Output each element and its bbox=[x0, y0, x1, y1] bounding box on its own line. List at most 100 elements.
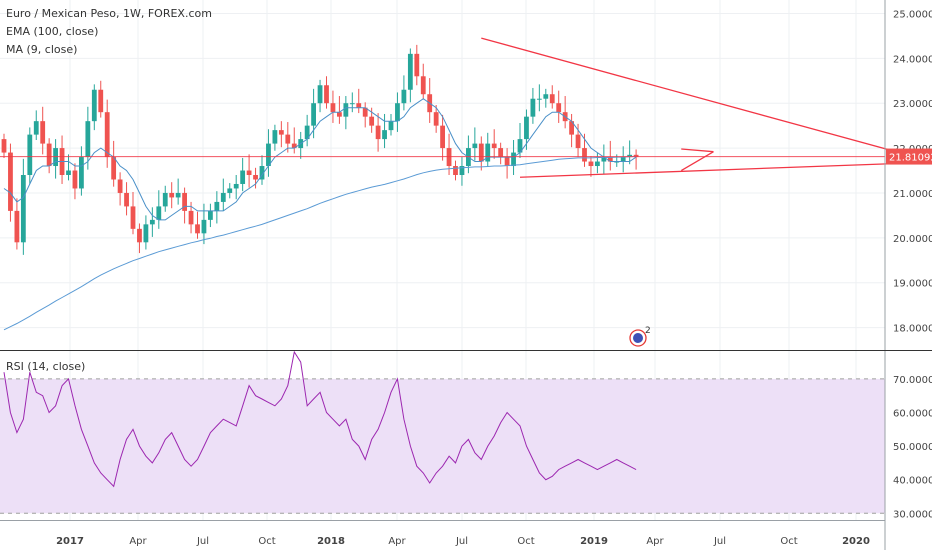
x-tick-label: Oct bbox=[517, 536, 534, 547]
candle-body bbox=[98, 89, 104, 113]
candle-body bbox=[266, 143, 271, 167]
candle-body bbox=[104, 112, 110, 158]
candle-body bbox=[169, 192, 175, 198]
candle-body bbox=[601, 157, 607, 162]
candle-body bbox=[614, 161, 620, 163]
candle-body bbox=[233, 183, 239, 189]
ma-legend: MA (9, close) bbox=[6, 43, 78, 56]
candle-body bbox=[259, 166, 265, 180]
y-tick-label: 19.00000 bbox=[893, 279, 932, 290]
candle-body bbox=[156, 206, 162, 220]
rsi-line bbox=[3, 350, 637, 488]
candle-body bbox=[530, 98, 536, 117]
candle-body bbox=[40, 121, 46, 144]
candle-body bbox=[517, 139, 523, 153]
rsi-band bbox=[0, 378, 885, 514]
candle-body bbox=[20, 175, 26, 243]
x-tick-label: Oct bbox=[258, 536, 275, 547]
ema-legend: EMA (100, close) bbox=[6, 25, 99, 38]
candle-body bbox=[395, 103, 400, 122]
x-tick-label: Apr bbox=[129, 536, 147, 547]
y-tick-label: 20.00000 bbox=[893, 234, 932, 245]
candle-body bbox=[388, 121, 394, 131]
candle-body bbox=[240, 170, 246, 184]
candle-body bbox=[182, 192, 187, 211]
candle-body bbox=[459, 166, 465, 175]
candle-body bbox=[253, 175, 258, 180]
y-tick-label: 25.00000 bbox=[893, 9, 932, 20]
candle-body bbox=[382, 130, 387, 140]
candle-body bbox=[220, 192, 226, 202]
candle-body bbox=[227, 188, 233, 193]
candle-body bbox=[491, 143, 497, 149]
candle-body bbox=[595, 161, 600, 167]
x-tick-label: Jul bbox=[455, 536, 468, 547]
candle-body bbox=[27, 134, 33, 175]
candle-body bbox=[620, 157, 626, 162]
candle-body bbox=[175, 192, 181, 198]
y-tick-label: 24.00000 bbox=[893, 54, 932, 65]
candle-body bbox=[356, 103, 362, 108]
candle-body bbox=[420, 76, 426, 95]
y-tick-label: 18.00000 bbox=[893, 324, 932, 335]
last-price-tag bbox=[886, 148, 932, 165]
rsi-tick-label: 50.00000 bbox=[893, 442, 932, 453]
candle-body bbox=[272, 130, 278, 144]
candle-body bbox=[433, 112, 439, 126]
candle-body bbox=[349, 103, 355, 105]
candle-body bbox=[72, 170, 78, 189]
trendline bbox=[681, 148, 714, 153]
trendline bbox=[481, 37, 895, 152]
candle-body bbox=[536, 98, 542, 100]
candle-body bbox=[85, 121, 91, 158]
candle-body bbox=[79, 157, 84, 189]
x-tick-label: 2019 bbox=[580, 536, 608, 547]
y-tick-label: 23.00000 bbox=[893, 99, 932, 110]
x-tick-label: Apr bbox=[388, 536, 406, 547]
candle-body bbox=[124, 192, 129, 207]
candle-body bbox=[317, 85, 323, 104]
candle-body bbox=[201, 219, 207, 234]
candle-body bbox=[375, 125, 381, 140]
candle-body bbox=[556, 103, 562, 113]
candle-body bbox=[330, 103, 336, 113]
candle-body bbox=[1, 139, 7, 153]
rsi-tick-label: 40.00000 bbox=[893, 476, 932, 487]
candle-body bbox=[246, 170, 252, 175]
candle-body bbox=[543, 94, 549, 99]
logo-badge: 2 bbox=[645, 326, 651, 336]
candle-body bbox=[498, 148, 504, 158]
x-tick-label: Jul bbox=[196, 536, 209, 547]
candle-body bbox=[208, 210, 213, 220]
candle-body bbox=[549, 94, 555, 104]
candle-body bbox=[407, 53, 413, 90]
candle-body bbox=[343, 103, 349, 117]
ema-line bbox=[3, 156, 637, 331]
candle-body bbox=[14, 210, 20, 243]
candle-body bbox=[91, 89, 97, 122]
rsi-tick-label: 30.00000 bbox=[893, 509, 932, 520]
candle-body bbox=[8, 152, 13, 211]
x-tick-label: Apr bbox=[646, 536, 664, 547]
candle-body bbox=[607, 157, 613, 162]
candle-body bbox=[111, 157, 117, 180]
candle-body bbox=[369, 116, 375, 126]
candle-body bbox=[285, 134, 291, 144]
rsi-tick-label: 70.00000 bbox=[893, 375, 932, 386]
candle-body bbox=[627, 154, 633, 158]
candle-body bbox=[569, 121, 574, 135]
candle-body bbox=[311, 103, 316, 126]
candle-body bbox=[485, 143, 491, 162]
tradingview-logo-icon: 2 bbox=[629, 326, 651, 347]
candle-body bbox=[440, 125, 445, 149]
candle-body bbox=[633, 154, 639, 158]
candle-body bbox=[414, 53, 420, 77]
candle-body bbox=[453, 166, 458, 175]
candle-body bbox=[162, 192, 168, 207]
candle-body bbox=[472, 143, 478, 149]
x-tick-label: 2020 bbox=[842, 536, 870, 547]
candle-body bbox=[195, 224, 200, 234]
candle-body bbox=[137, 228, 142, 243]
candle-body bbox=[575, 134, 581, 149]
